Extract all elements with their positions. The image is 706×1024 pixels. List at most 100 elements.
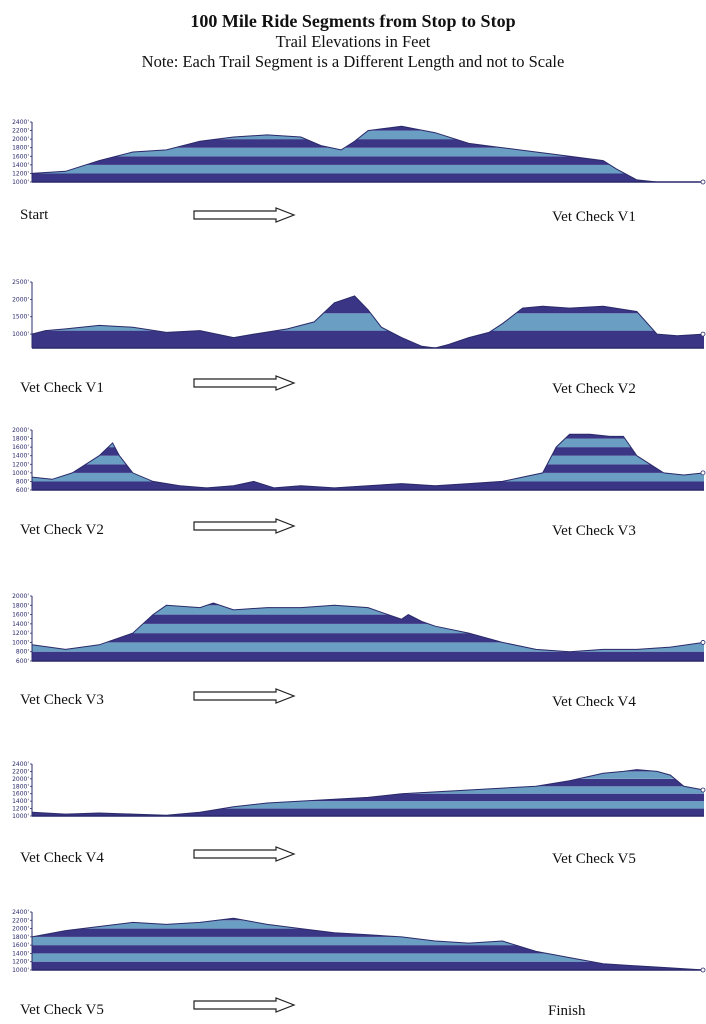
- elevation-outline: [31, 295, 705, 349]
- elevation-outline: [31, 125, 704, 183]
- elevation-area: [32, 295, 704, 348]
- segment-v4-v5: 2400' 2200' 2000' 1800' 1600' 1400' 1200' 1000'…: [0, 760, 706, 880]
- elevation-band: [32, 126, 704, 131]
- y-tick-label: 800': [16, 649, 29, 656]
- elevation-band: [32, 651, 704, 661]
- y-tick-label: 1600': [12, 444, 29, 451]
- segment-start-v1: 2400' 2200' 2000' 1800' 1600' 1400' 1200' 1000'…: [0, 118, 706, 228]
- y-tick-label: 2200': [12, 768, 29, 775]
- segment-start-label: Vet Check V4: [20, 850, 104, 866]
- segment-end-label: Vet Check V3: [552, 523, 636, 539]
- elevation-area: [32, 769, 704, 816]
- segment-start-label: Vet Check V5: [20, 1002, 104, 1018]
- elevation-band: [32, 778, 704, 787]
- elevation-band: [32, 434, 704, 439]
- y-tick-label: 2000': [12, 136, 29, 143]
- segment-start-label: Vet Check V2: [20, 522, 104, 538]
- elevation-area: [32, 603, 704, 661]
- elevation-outline: [31, 602, 705, 653]
- elevation-band: [32, 147, 704, 157]
- elevation-band: [32, 603, 704, 606]
- segment-v1-v2: 2500' 2000' 1500' 1000' Vet Check V1 Vet Ch…: [0, 278, 706, 398]
- direction-arrow-icon: [193, 375, 296, 391]
- y-tick-label: 2200': [12, 917, 29, 924]
- elevation-band: [32, 605, 704, 615]
- elevation-band: [32, 918, 704, 921]
- elevation-band: [32, 139, 704, 148]
- direction-arrow-icon: [193, 207, 296, 223]
- elevation-band: [32, 313, 704, 331]
- elevation-band: [32, 920, 704, 929]
- elevation-band: [32, 438, 704, 448]
- elevation-band: [32, 633, 704, 643]
- y-tick-label: 2200': [12, 128, 29, 135]
- elevation-band: [32, 130, 704, 140]
- elevation-band: [32, 447, 704, 456]
- elevation-outline: [31, 769, 705, 816]
- elevation-band: [32, 642, 704, 652]
- y-tick-label: 1200': [12, 806, 29, 813]
- segment-v3-v4: 2000' 1800' 1600' 1400' 1200' 1000' 800' 600' V…: [0, 592, 706, 717]
- end-marker: [700, 179, 706, 185]
- direction-arrow-icon: [193, 997, 296, 1013]
- end-marker: [700, 967, 706, 973]
- y-tick-label: 1400': [12, 162, 29, 169]
- y-tick-label: 1500': [12, 314, 29, 321]
- chart-note: Note: Each Trail Segment is a Different …: [141, 52, 565, 71]
- y-tick-label: 2000': [12, 296, 29, 303]
- y-tick-label: 1400': [12, 950, 29, 957]
- elevation-band: [32, 173, 704, 182]
- y-tick-label: 2500': [12, 279, 29, 286]
- y-tick-label: 1600': [12, 612, 29, 619]
- elevation-profile-v3-v4: 2000' 1800' 1600' 1400' 1200' 1000' 800' 600': [12, 593, 706, 665]
- segment-end-label: Finish: [548, 1003, 586, 1019]
- y-tick-label: 1400': [12, 798, 29, 805]
- segment-v2-v3: 2000' 1800' 1600' 1400' 1200' 1000' 800' 600' V…: [0, 426, 706, 546]
- elevation-outline: [31, 433, 705, 489]
- elevation-band: [32, 623, 704, 634]
- end-marker: [700, 787, 706, 793]
- elevation-area: [32, 918, 704, 970]
- elevation-band: [32, 614, 704, 624]
- direction-arrow-icon: [193, 688, 296, 704]
- segment-end-label: Vet Check V4: [552, 694, 636, 710]
- elevation-band: [32, 928, 704, 937]
- elevation-profile-v5-finish: 2400'2200' 2000'1800'1600'1400' 1200'1000': [12, 909, 706, 974]
- y-tick-label: 1800': [12, 783, 29, 790]
- y-tick-label: 1200': [12, 170, 29, 177]
- elevation-band: [32, 953, 704, 962]
- y-tick-label: 1400': [12, 453, 29, 460]
- chart-title: 100 Mile Ride Segments from Stop to Stop: [190, 11, 516, 31]
- end-marker: [700, 331, 706, 337]
- segment-start-label: Start: [20, 207, 49, 223]
- segment-start-label: Vet Check V3: [20, 692, 104, 708]
- y-tick-label: 1600': [12, 942, 29, 949]
- elevation-band: [32, 156, 704, 165]
- y-tick-label: 1000': [12, 639, 29, 646]
- elevation-band: [32, 801, 704, 809]
- y-tick-label: 2000': [12, 926, 29, 933]
- y-tick-label: 2400': [12, 761, 29, 768]
- elevation-profile-start-v1: 2400' 2200'2000' 1800'1600' 1400'1200' 1000': [12, 119, 706, 186]
- y-tick-label: 1800': [12, 602, 29, 609]
- elevation-band: [32, 330, 704, 348]
- elevation-band: [32, 164, 704, 174]
- elevation-band: [32, 961, 704, 970]
- segment-start-label: Vet Check V1: [20, 380, 104, 396]
- y-tick-label: 600': [16, 658, 29, 665]
- y-tick-label: 1200': [12, 630, 29, 637]
- elevation-outline: [31, 917, 705, 971]
- y-tick-label: 600': [16, 487, 29, 494]
- chart-subtitle: Trail Elevations in Feet: [275, 32, 431, 51]
- elevation-band: [32, 472, 704, 482]
- segment-end-label: Vet Check V2: [552, 381, 636, 397]
- y-tick-label: 2000': [12, 776, 29, 783]
- y-tick-label: 1800': [12, 934, 29, 941]
- elevation-area: [32, 434, 704, 490]
- elevation-band: [32, 945, 704, 954]
- y-tick-label: 1600': [12, 791, 29, 798]
- elevation-profile-v2-v3: 2000' 1800'1600' 1400'1200' 1000'800' 600': [12, 427, 706, 494]
- elevation-band: [32, 786, 704, 794]
- y-tick-label: 2400': [12, 119, 29, 126]
- y-tick-label: 1600': [12, 153, 29, 160]
